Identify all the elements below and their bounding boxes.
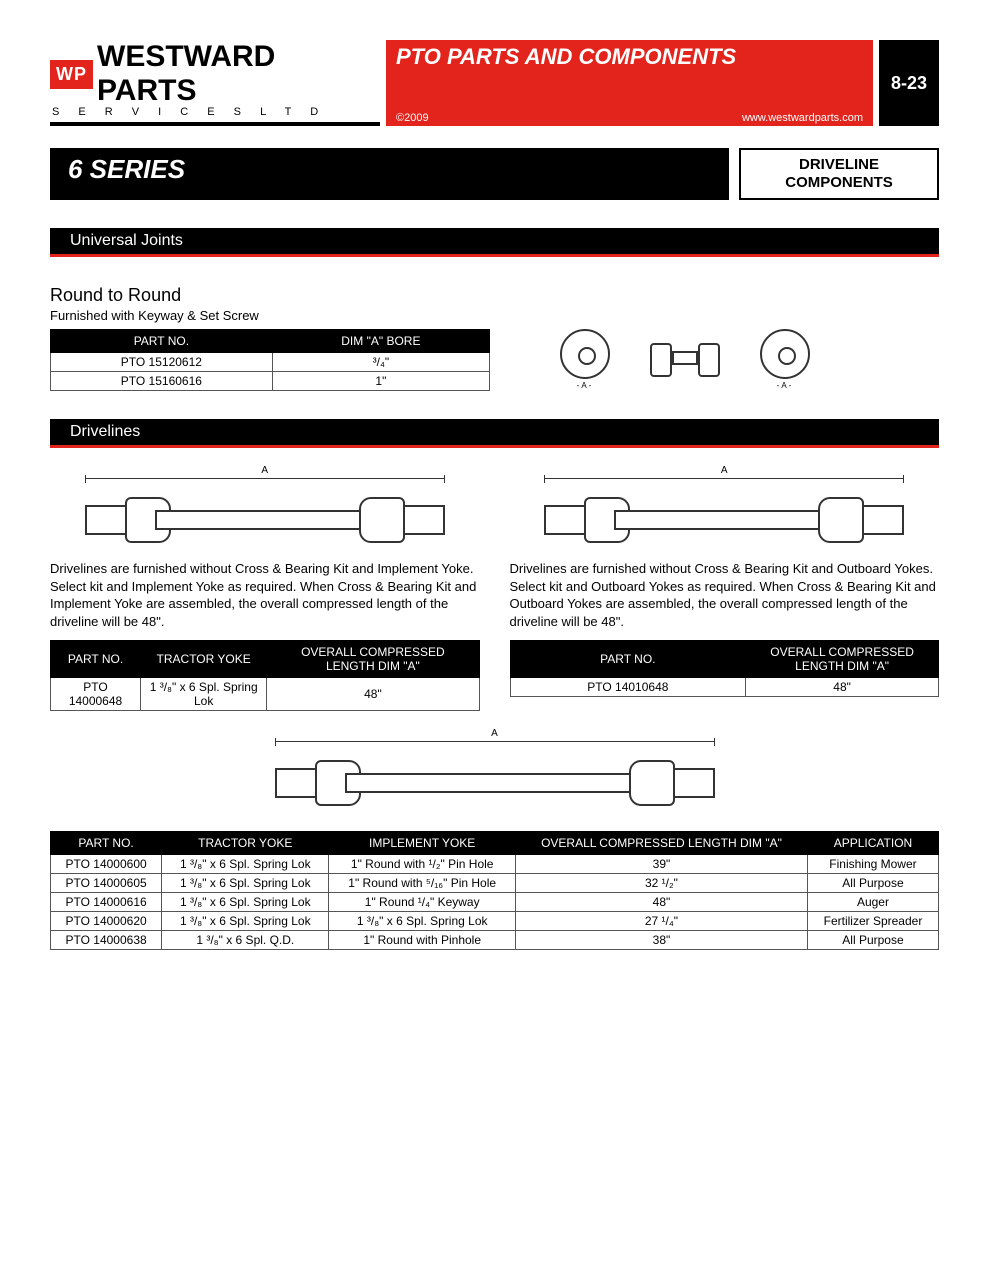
logo-block: WP WESTWARD PARTS S E R V I C E S L T D (50, 40, 380, 126)
table-row: PTO 140006161 ³/₈" x 6 Spl. Spring Lok1"… (51, 893, 939, 912)
col-header: PART NO. (510, 641, 746, 678)
driveline-figure-wide: A (275, 741, 715, 811)
table-row: PTO 140006201 ³/₈" x 6 Spl. Spring Lok1 … (51, 912, 939, 931)
rtr-title: Round to Round (50, 285, 939, 306)
table-row: PTO 140006051 ³/₈" x 6 Spl. Spring Lok1"… (51, 874, 939, 893)
cell: All Purpose (807, 874, 938, 893)
cell: PTO 15160616 (51, 372, 273, 391)
dim-label: A (257, 465, 272, 476)
cell: 38" (516, 931, 808, 950)
cell: 1" Round with Pinhole (329, 931, 516, 950)
series-row: 6 SERIES DRIVELINE COMPONENTS (50, 148, 939, 200)
copyright-text: ©2009 (396, 112, 429, 124)
dim-label: A (717, 465, 732, 476)
col-header: IMPLEMENT YOKE (329, 832, 516, 855)
cell: PTO 14000605 (51, 874, 162, 893)
series-title: 6 SERIES (50, 148, 729, 200)
logo-text: WESTWARD PARTS (97, 40, 380, 108)
cell: 48" (516, 893, 808, 912)
col-header: APPLICATION (807, 832, 938, 855)
cell: PTO 14000638 (51, 931, 162, 950)
cell: PTO 14000648 (51, 678, 141, 711)
col-header: PART NO. (51, 832, 162, 855)
cell: 1 ³/₈" x 6 Spl. Spring Lok (162, 874, 329, 893)
table-row: PTO 14000648 1 ³/₈" x 6 Spl. Spring Lok … (51, 678, 480, 711)
cell: 1 ³/₈" x 6 Spl. Spring Lok (162, 893, 329, 912)
cell: 1" Round with ⁵/₁₆" Pin Hole (329, 874, 516, 893)
col-header: PART NO. (51, 641, 141, 678)
rtr-note: Furnished with Keyway & Set Screw (50, 308, 939, 323)
cell: 1 ³/₈" x 6 Spl. Spring Lok (162, 855, 329, 874)
driveline-desc-2: Drivelines are furnished without Cross &… (510, 560, 940, 630)
col-header: OVERALL COMPRESSED LENGTH DIM "A" (746, 641, 939, 678)
cell: PTO 14000616 (51, 893, 162, 912)
table-row: PTO 140006381 ³/₈" x 6 Spl. Q.D.1" Round… (51, 931, 939, 950)
joint-diagram-icons: -A- -A- (560, 329, 810, 390)
cell: 48" (746, 678, 939, 697)
driveline-col-left: A Drivelines are furnished without Cross… (50, 468, 480, 711)
cell: Finishing Mower (807, 855, 938, 874)
cell: Fertilizer Spreader (807, 912, 938, 931)
logo-badge: WP (50, 60, 93, 89)
table-row: PTO 15160616 1" (51, 372, 490, 391)
page-header: WP WESTWARD PARTS S E R V I C E S L T D … (50, 40, 939, 126)
col-header: PART NO. (51, 330, 273, 353)
driveline-table-1: PART NO. TRACTOR YOKE OVERALL COMPRESSED… (50, 640, 480, 711)
col-header: TRACTOR YOKE (162, 832, 329, 855)
driveline-table-2: PART NO. OVERALL COMPRESSED LENGTH DIM "… (510, 640, 940, 697)
cell: 1 ³/₈" x 6 Spl. Spring Lok (141, 678, 267, 711)
ring-label: -A- (560, 381, 610, 390)
cell: PTO 14000620 (51, 912, 162, 931)
col-header: OVERALL COMPRESSED LENGTH DIM "A" (267, 641, 479, 678)
title-block: PTO PARTS AND COMPONENTS ©2009 www.westw… (386, 40, 873, 126)
cell: PTO 15120612 (51, 353, 273, 372)
category-box: DRIVELINE COMPONENTS (739, 148, 939, 200)
cell: All Purpose (807, 931, 938, 950)
ujoint-icon (650, 343, 720, 377)
driveline-desc-1: Drivelines are furnished without Cross &… (50, 560, 480, 630)
ring-icon (560, 329, 610, 379)
url-text: www.westwardparts.com (742, 112, 863, 124)
cell: ³/₄" (272, 353, 489, 372)
driveline-figure: A (544, 478, 904, 548)
cell: PTO 14010648 (510, 678, 746, 697)
dim-label: A (487, 728, 502, 739)
cell: 1 ³/₈" x 6 Spl. Spring Lok (329, 912, 516, 931)
col-header: OVERALL COMPRESSED LENGTH DIM "A" (516, 832, 808, 855)
cell: 1" (272, 372, 489, 391)
table-row: PTO 15120612 ³/₄" (51, 353, 490, 372)
driveline-col-right: A Drivelines are furnished without Cross… (510, 468, 940, 711)
ring-icon (760, 329, 810, 379)
col-header: DIM "A" BORE (272, 330, 489, 353)
cell: 1" Round ¹/₄" Keyway (329, 893, 516, 912)
round-to-round-table: PART NO. DIM "A" BORE PTO 15120612 ³/₄" … (50, 329, 490, 391)
section-drivelines: Drivelines (50, 419, 939, 448)
driveline-main-table: PART NO. TRACTOR YOKE IMPLEMENT YOKE OVE… (50, 831, 939, 950)
table-row: PTO 140006001 ³/₈" x 6 Spl. Spring Lok1"… (51, 855, 939, 874)
cell: 48" (267, 678, 479, 711)
page-title: PTO PARTS AND COMPONENTS (396, 44, 863, 70)
cell: Auger (807, 893, 938, 912)
header-underline (50, 122, 380, 126)
section-universal-joints: Universal Joints (50, 228, 939, 257)
cell: PTO 14000600 (51, 855, 162, 874)
cell: 1 ³/₈" x 6 Spl. Spring Lok (162, 912, 329, 931)
cell: 32 ¹/₂" (516, 874, 808, 893)
col-header: TRACTOR YOKE (141, 641, 267, 678)
page-number: 8-23 (879, 40, 939, 126)
driveline-figure: A (85, 478, 445, 548)
cell: 1" Round with ¹/₂" Pin Hole (329, 855, 516, 874)
cell: 39" (516, 855, 808, 874)
ring-label: -A- (760, 381, 810, 390)
cell: 1 ³/₈" x 6 Spl. Q.D. (162, 931, 329, 950)
cell: 27 ¹/₄" (516, 912, 808, 931)
table-row: PTO 14010648 48" (510, 678, 939, 697)
